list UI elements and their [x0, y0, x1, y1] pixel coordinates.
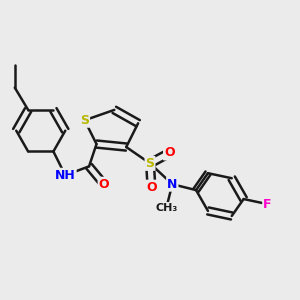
Text: N: N [167, 178, 178, 191]
Text: F: F [263, 198, 272, 211]
Text: O: O [164, 146, 175, 160]
Text: S: S [146, 157, 154, 170]
Text: O: O [146, 181, 157, 194]
Text: CH₃: CH₃ [155, 203, 178, 213]
Text: O: O [99, 178, 109, 191]
Text: NH: NH [55, 169, 76, 182]
Text: S: S [80, 114, 89, 127]
